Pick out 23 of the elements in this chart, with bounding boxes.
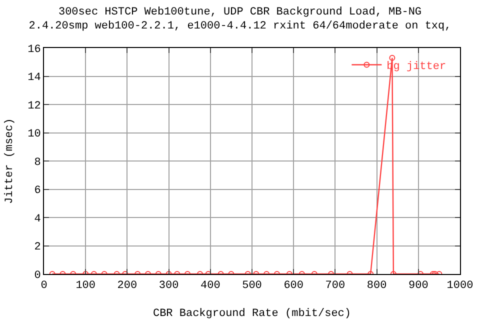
- x-tick-label: 800: [366, 280, 387, 292]
- x-tick-label: 200: [117, 280, 138, 292]
- x-tick-label: 900: [408, 280, 428, 292]
- y-tick-label: 16: [28, 44, 41, 56]
- y-axis-title: Jitter (msec): [4, 118, 16, 204]
- y-tick-label: 10: [28, 128, 41, 141]
- y-tick-label: 0: [34, 270, 41, 282]
- x-tick-label: 1000: [446, 280, 474, 292]
- x-tick-label: 600: [284, 280, 304, 292]
- y-tick-label: 6: [34, 185, 41, 198]
- y-tick-label: 14: [28, 72, 42, 84]
- chart-title: 300sec HSTCP Web100tune, UDP CBR Background Load, MB-NG: [58, 6, 422, 18]
- x-tick-label: 300: [158, 280, 179, 292]
- y-tick-label: 2: [34, 242, 41, 254]
- x-tick-label: 100: [76, 280, 96, 292]
- x-tick-label: 400: [200, 280, 220, 292]
- y-tick-label: 4: [34, 213, 42, 226]
- y-tick-label: 12: [28, 100, 41, 112]
- chart-subtitle: 2.4.20smp web100-2.2.1, e1000-4.4.12 rxint 64/64moderate on txq,: [28, 20, 452, 33]
- x-tick-label: 500: [242, 280, 262, 292]
- y-tick-label: 8: [34, 156, 41, 169]
- x-tick-label: 700: [325, 280, 346, 292]
- x-axis-title: CBR Background Rate (mbit/sec): [152, 308, 352, 320]
